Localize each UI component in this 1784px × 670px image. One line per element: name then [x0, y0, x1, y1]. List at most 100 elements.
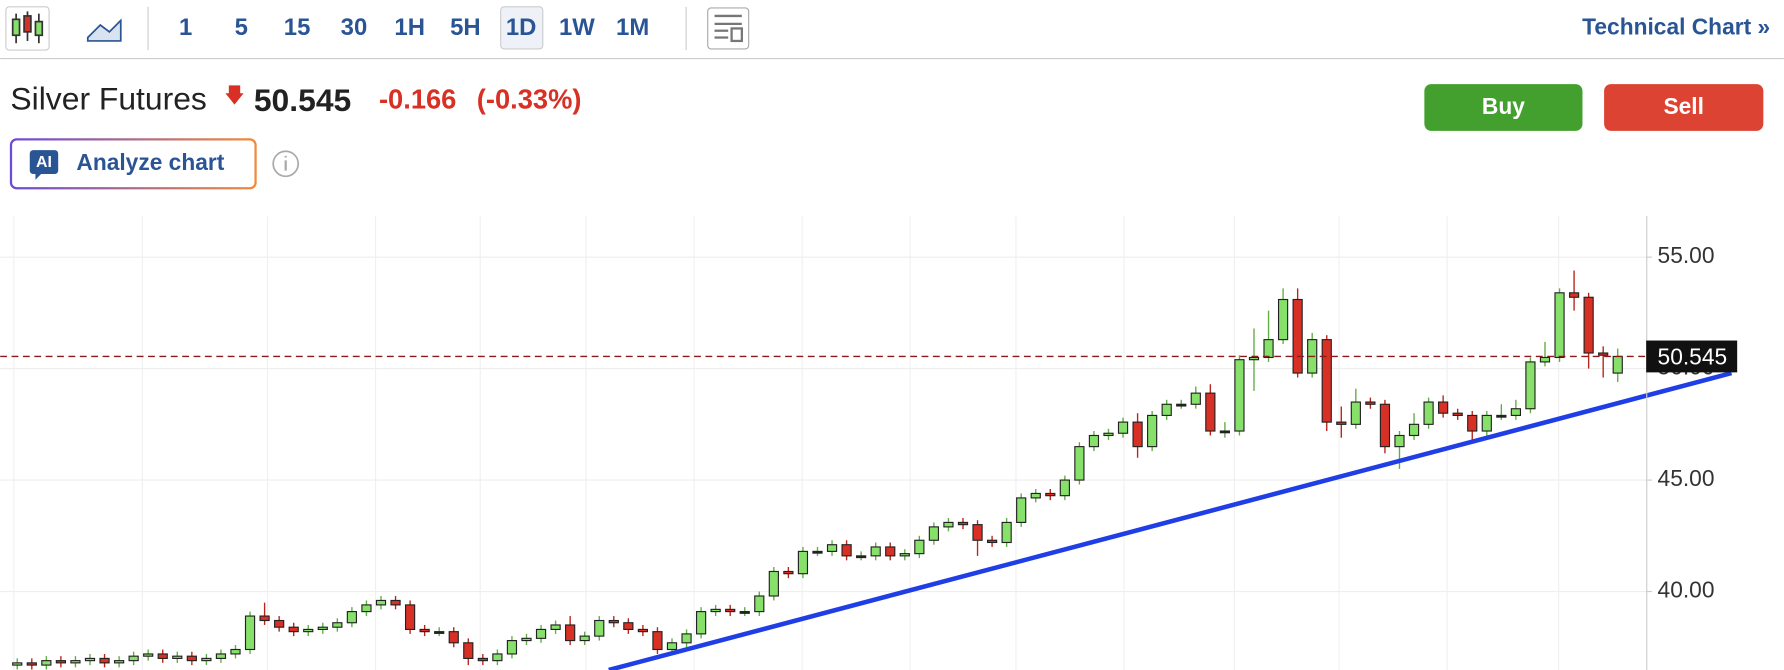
candle-body: [695, 611, 707, 635]
candle-body: [274, 619, 285, 628]
candle-body: [1205, 392, 1216, 432]
y-tick-label: 45.00: [1658, 465, 1715, 491]
candle-body: [463, 642, 474, 659]
instrument-name: Silver Futures: [10, 81, 206, 117]
candle-body: [1336, 421, 1347, 425]
timeframe-button[interactable]: 5: [235, 14, 248, 41]
candle-body: [1408, 423, 1420, 437]
candle-body: [1379, 403, 1391, 448]
candle-body: [783, 570, 794, 575]
candle-body: [128, 655, 139, 662]
analyze-label: Analyze chart: [76, 149, 224, 175]
toolbar: Technical Chart » 1 5 15 30 1H 5H 1D 1W 1M: [0, 6, 1784, 60]
timeframe-button[interactable]: 1W: [559, 14, 595, 41]
candle-icon: [11, 11, 44, 44]
candle-body: [623, 622, 634, 630]
candle-body: [1030, 492, 1041, 499]
candle-body: [986, 539, 998, 544]
candle-body: [768, 570, 779, 597]
candle-body: [332, 622, 343, 628]
candle-body: [1438, 401, 1449, 414]
timeframe-button[interactable]: 1M: [616, 14, 649, 41]
analyze-button[interactable]: [9, 138, 257, 190]
candle-body: [1539, 356, 1551, 363]
candle-body: [361, 604, 372, 613]
candle-body: [172, 655, 183, 659]
candle-body: [288, 626, 299, 633]
ai-badge-text: AI: [36, 154, 52, 171]
candle-body: [1147, 414, 1158, 448]
candle-body: [739, 611, 750, 614]
last-price-label: 50.545: [1658, 344, 1728, 370]
candle-body: [608, 619, 619, 624]
candle-body: [55, 660, 67, 664]
candle-body: [477, 657, 488, 662]
candle-body: [1176, 403, 1187, 407]
candle-body: [1277, 298, 1289, 341]
candle-body: [652, 631, 663, 651]
candle-body: [594, 619, 605, 637]
candle-body: [1234, 359, 1245, 432]
candle-body: [797, 550, 809, 575]
active-timeframe: [500, 6, 544, 50]
candle-body: [84, 657, 96, 662]
info-icon[interactable]: [272, 150, 300, 178]
candle-body: [812, 550, 823, 554]
candle-body: [317, 626, 328, 630]
candle-body: [186, 655, 197, 662]
candle-body: [637, 628, 649, 633]
candle-body: [885, 546, 896, 557]
candle-body: [1263, 339, 1274, 359]
last-price-tag: [1646, 340, 1738, 373]
candle-body: [1481, 414, 1492, 432]
candle-body: [1612, 355, 1623, 374]
layout-icon-lines: [714, 14, 743, 43]
candle-body: [259, 615, 270, 622]
candle-body: [492, 653, 503, 662]
candle-body: [375, 599, 387, 606]
candle-body: [1452, 412, 1463, 416]
candle-body: [1219, 430, 1231, 434]
candle-body: [1510, 408, 1522, 416]
candle-body: [1059, 479, 1070, 497]
timeframe-button[interactable]: 1H: [394, 14, 425, 41]
candle-body: [1568, 292, 1580, 298]
candle-body: [681, 633, 692, 644]
candle-body: [1583, 296, 1594, 354]
candle-body: [550, 624, 561, 630]
technical-chart-link[interactable]: Technical Chart »: [1582, 13, 1770, 39]
candle-body: [1045, 492, 1056, 497]
candle-body: [448, 631, 459, 644]
candle-body: [535, 628, 547, 639]
candle-body: [899, 553, 910, 557]
timeframe-button[interactable]: 1D: [506, 14, 537, 41]
candle-body: [928, 526, 940, 541]
candle-body: [201, 657, 212, 662]
timeframe-button[interactable]: 30: [341, 14, 368, 41]
timeframe-button[interactable]: 15: [284, 14, 311, 41]
last-price: 50.545: [254, 82, 351, 118]
candle-body: [1001, 521, 1012, 544]
sell-button[interactable]: [1604, 84, 1764, 131]
candle-body: [41, 660, 52, 666]
candle-body: [826, 544, 838, 552]
candle-body: [972, 524, 983, 541]
ai-badge: [29, 150, 59, 175]
buy-button[interactable]: [1424, 84, 1583, 131]
candle-body: [1103, 432, 1114, 437]
candle-body: [914, 539, 925, 555]
value-grid: [0, 256, 1647, 593]
y-tick-label: 40.00: [1658, 577, 1715, 603]
candle-body: [390, 599, 401, 606]
trend-line: [608, 370, 1733, 670]
timeframe-button[interactable]: 1: [179, 14, 192, 41]
candle-body: [419, 628, 430, 633]
candle-body: [1117, 421, 1129, 434]
candles: [12, 270, 1623, 670]
candle-body: [143, 653, 154, 657]
timeframe-button[interactable]: 5H: [450, 14, 481, 41]
candle-body: [506, 640, 518, 655]
area-icon[interactable]: [86, 18, 122, 42]
